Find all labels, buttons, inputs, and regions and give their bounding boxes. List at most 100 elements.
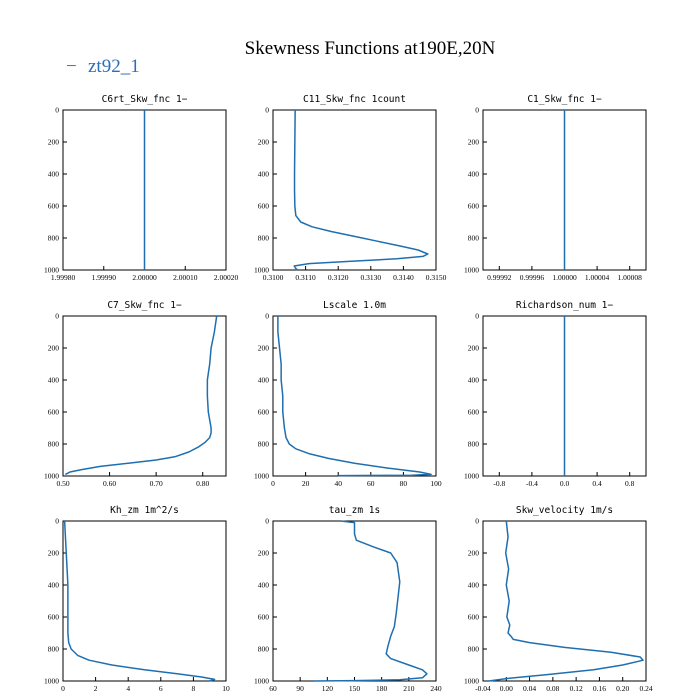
x-tick-label: 6 (159, 684, 163, 693)
x-tick-label: 2.00000 (132, 273, 157, 282)
x-tick-label: 0.24 (639, 684, 652, 693)
x-tick-label: 0.3140 (393, 273, 414, 282)
y-tick-label: 400 (258, 581, 270, 590)
y-tick-label: 400 (48, 581, 60, 590)
x-tick-label: 2.00010 (173, 273, 198, 282)
x-tick-label: 2.00020 (214, 273, 239, 282)
panel-title: C7_Skw_fnc 1− (107, 300, 182, 311)
y-tick-label: 200 (48, 344, 60, 353)
y-tick-label: 0 (475, 312, 479, 321)
x-tick-label: 210 (403, 684, 415, 693)
figure-title: Skewness Functions at190E,20N (245, 38, 496, 59)
y-tick-label: 400 (258, 376, 270, 385)
y-tick-label: 200 (468, 549, 480, 558)
x-tick-label: 20 (302, 479, 310, 488)
panel-title: Lscale 1.0m (323, 300, 386, 311)
plot-frame (272, 109, 437, 271)
legend-label: zt92_1 (88, 56, 140, 77)
x-tick-label: 0.20 (616, 684, 629, 693)
x-tick-label: 0.12 (570, 684, 583, 693)
plot-frame (272, 315, 437, 477)
x-tick-label: 0.70 (150, 479, 163, 488)
x-tick-label: 0.3110 (295, 273, 316, 282)
x-tick-label: 0.00 (500, 684, 513, 693)
y-tick-label: 1000 (464, 266, 479, 275)
x-tick-label: 0.3130 (360, 273, 381, 282)
x-tick-label: 10 (222, 684, 230, 693)
x-tick-label: -0.8 (493, 479, 505, 488)
plot-frame (482, 520, 647, 682)
y-tick-label: 1000 (254, 266, 269, 275)
y-tick-label: 200 (468, 138, 480, 147)
x-tick-label: 0.99992 (487, 273, 512, 282)
x-tick-label: 0.80 (196, 479, 209, 488)
x-tick-label: 80 (400, 479, 408, 488)
y-tick-label: 200 (258, 549, 270, 558)
y-tick-label: 800 (258, 234, 270, 243)
x-tick-label: -0.04 (475, 684, 491, 693)
x-tick-label: 1.99990 (92, 273, 117, 282)
x-tick-label: 0.3120 (328, 273, 349, 282)
x-tick-label: 8 (192, 684, 196, 693)
x-tick-label: -0.4 (526, 479, 538, 488)
y-tick-label: 200 (258, 344, 270, 353)
x-tick-label: 0 (271, 479, 275, 488)
y-tick-label: 0 (265, 106, 269, 115)
y-tick-label: 800 (468, 645, 480, 654)
x-tick-label: 1.99980 (51, 273, 76, 282)
y-tick-label: 400 (48, 376, 60, 385)
series-line (64, 315, 218, 476)
series-line (63, 520, 216, 682)
x-tick-label: 1.00008 (618, 273, 643, 282)
y-tick-label: 800 (468, 440, 480, 449)
x-tick-label: 1.00004 (585, 273, 610, 282)
y-tick-label: 600 (258, 408, 270, 417)
y-tick-label: 400 (468, 376, 480, 385)
y-tick-label: 1000 (254, 472, 269, 481)
plot-frame (62, 315, 227, 477)
y-tick-label: 0 (55, 517, 59, 526)
y-tick-label: 1000 (44, 472, 59, 481)
panel-9: Skw_velocity 1m/s 0 200 400 600 800 1000-0.04 0… (464, 505, 653, 693)
y-tick-label: 200 (48, 138, 60, 147)
y-tick-label: 600 (468, 408, 480, 417)
series-line (313, 520, 428, 682)
plot-frame (272, 520, 437, 682)
y-tick-label: 600 (468, 613, 480, 622)
x-tick-label: 1.00000 (552, 273, 577, 282)
x-tick-label: 60 (269, 684, 277, 693)
x-tick-label: 0.08 (546, 684, 559, 693)
plot-frame (62, 520, 227, 682)
y-tick-label: 400 (48, 170, 60, 179)
y-tick-label: 600 (468, 202, 480, 211)
x-tick-label: 180 (376, 684, 388, 693)
y-tick-label: 200 (468, 344, 480, 353)
panel-title: C6rt_Skw_fnc 1− (102, 94, 188, 105)
legend-symbol: − (66, 56, 77, 77)
y-tick-label: 200 (48, 549, 60, 558)
panel-title: C1_Skw_fnc 1− (527, 94, 602, 105)
y-tick-label: 0 (475, 106, 479, 115)
y-tick-label: 400 (468, 581, 480, 590)
x-tick-label: 40 (334, 479, 342, 488)
panel-title: Skw_velocity 1m/s (516, 505, 613, 516)
x-tick-label: 120 (322, 684, 334, 693)
y-tick-label: 600 (258, 613, 270, 622)
x-tick-label: 0.50 (56, 479, 69, 488)
x-tick-label: 100 (430, 479, 442, 488)
y-tick-label: 600 (48, 613, 60, 622)
series-line (277, 316, 432, 477)
y-tick-label: 1000 (44, 266, 59, 275)
y-tick-label: 0 (55, 312, 59, 321)
y-tick-label: 1000 (464, 472, 479, 481)
y-tick-label: 800 (258, 645, 270, 654)
series-line (293, 109, 429, 271)
x-tick-label: 0.8 (625, 479, 635, 488)
x-tick-label: 60 (367, 479, 375, 488)
y-tick-label: 0 (265, 517, 269, 526)
